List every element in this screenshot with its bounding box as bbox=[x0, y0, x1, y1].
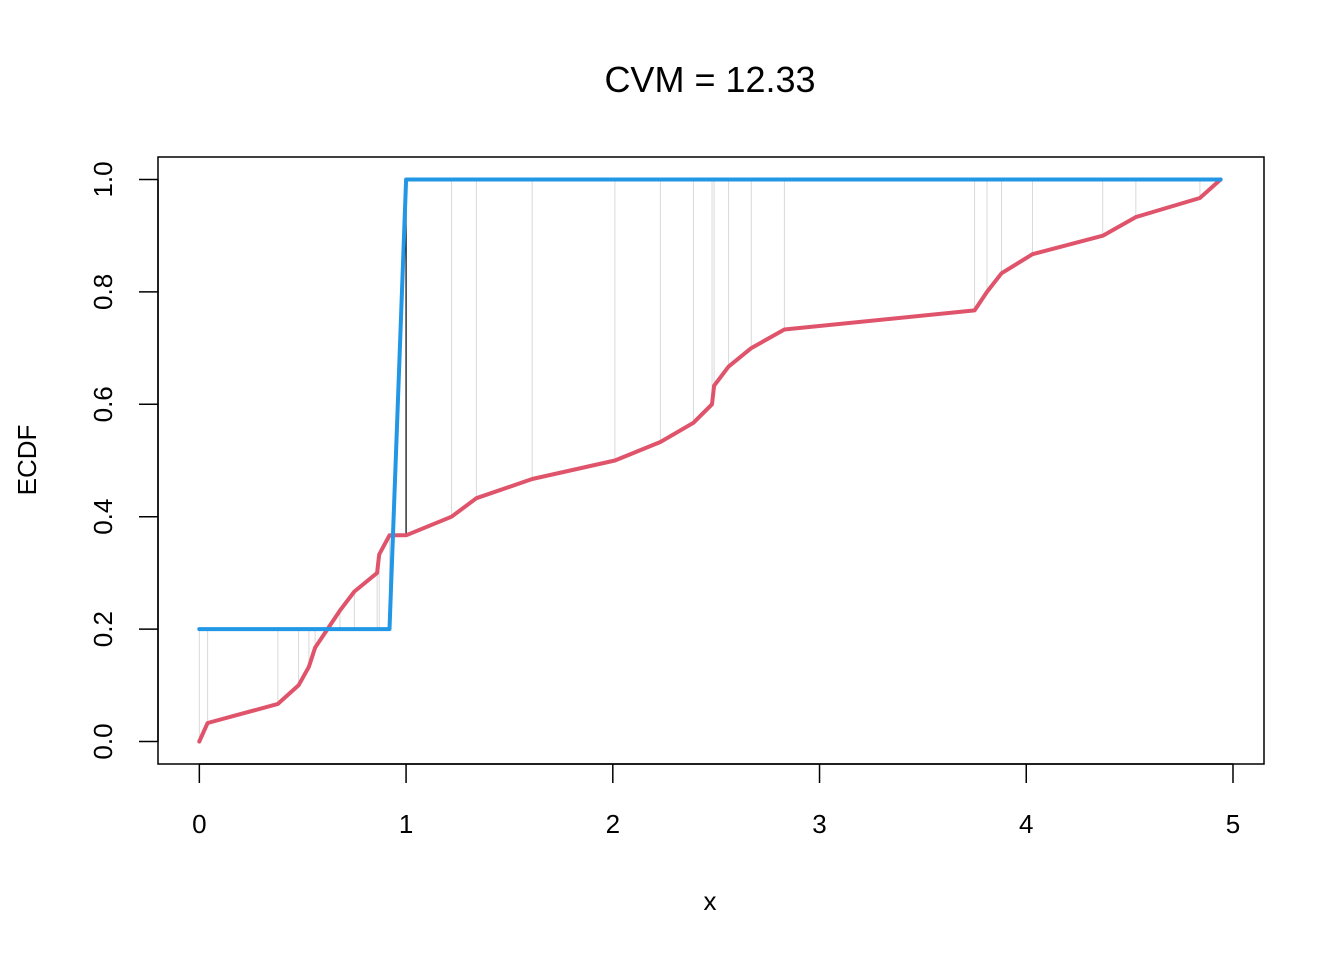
y-tick-label: 0.2 bbox=[88, 611, 118, 647]
x-axis: 0 1 2 3 4 5 bbox=[192, 763, 1240, 839]
difference-lines bbox=[198, 179, 1201, 742]
x-tick-label: 5 bbox=[1226, 809, 1240, 839]
y-axis: 0.0 0.2 0.4 0.6 0.8 1.0 bbox=[88, 161, 159, 760]
x-tick-label: 1 bbox=[399, 809, 413, 839]
plot-frame bbox=[157, 156, 1265, 765]
y-tick-label: 1.0 bbox=[88, 161, 118, 197]
reference-ecdf-line bbox=[197, 177, 1223, 632]
x-tick-label: 4 bbox=[1019, 809, 1033, 839]
series-layer bbox=[197, 177, 1223, 744]
y-tick-label: 0.6 bbox=[88, 386, 118, 422]
x-tick-label: 0 bbox=[192, 809, 206, 839]
y-tick-label: 0.8 bbox=[88, 274, 118, 310]
x-tick-label: 3 bbox=[812, 809, 826, 839]
y-tick-label: 0.4 bbox=[88, 499, 118, 535]
x-tick-label: 2 bbox=[606, 809, 620, 839]
chart-title: CVM = 12.33 bbox=[604, 59, 815, 100]
y-tick-label: 0.0 bbox=[88, 723, 118, 759]
y-axis-label: ECDF bbox=[12, 425, 42, 496]
sample-ecdf-line bbox=[197, 177, 1223, 744]
x-axis-label: x bbox=[704, 886, 717, 916]
